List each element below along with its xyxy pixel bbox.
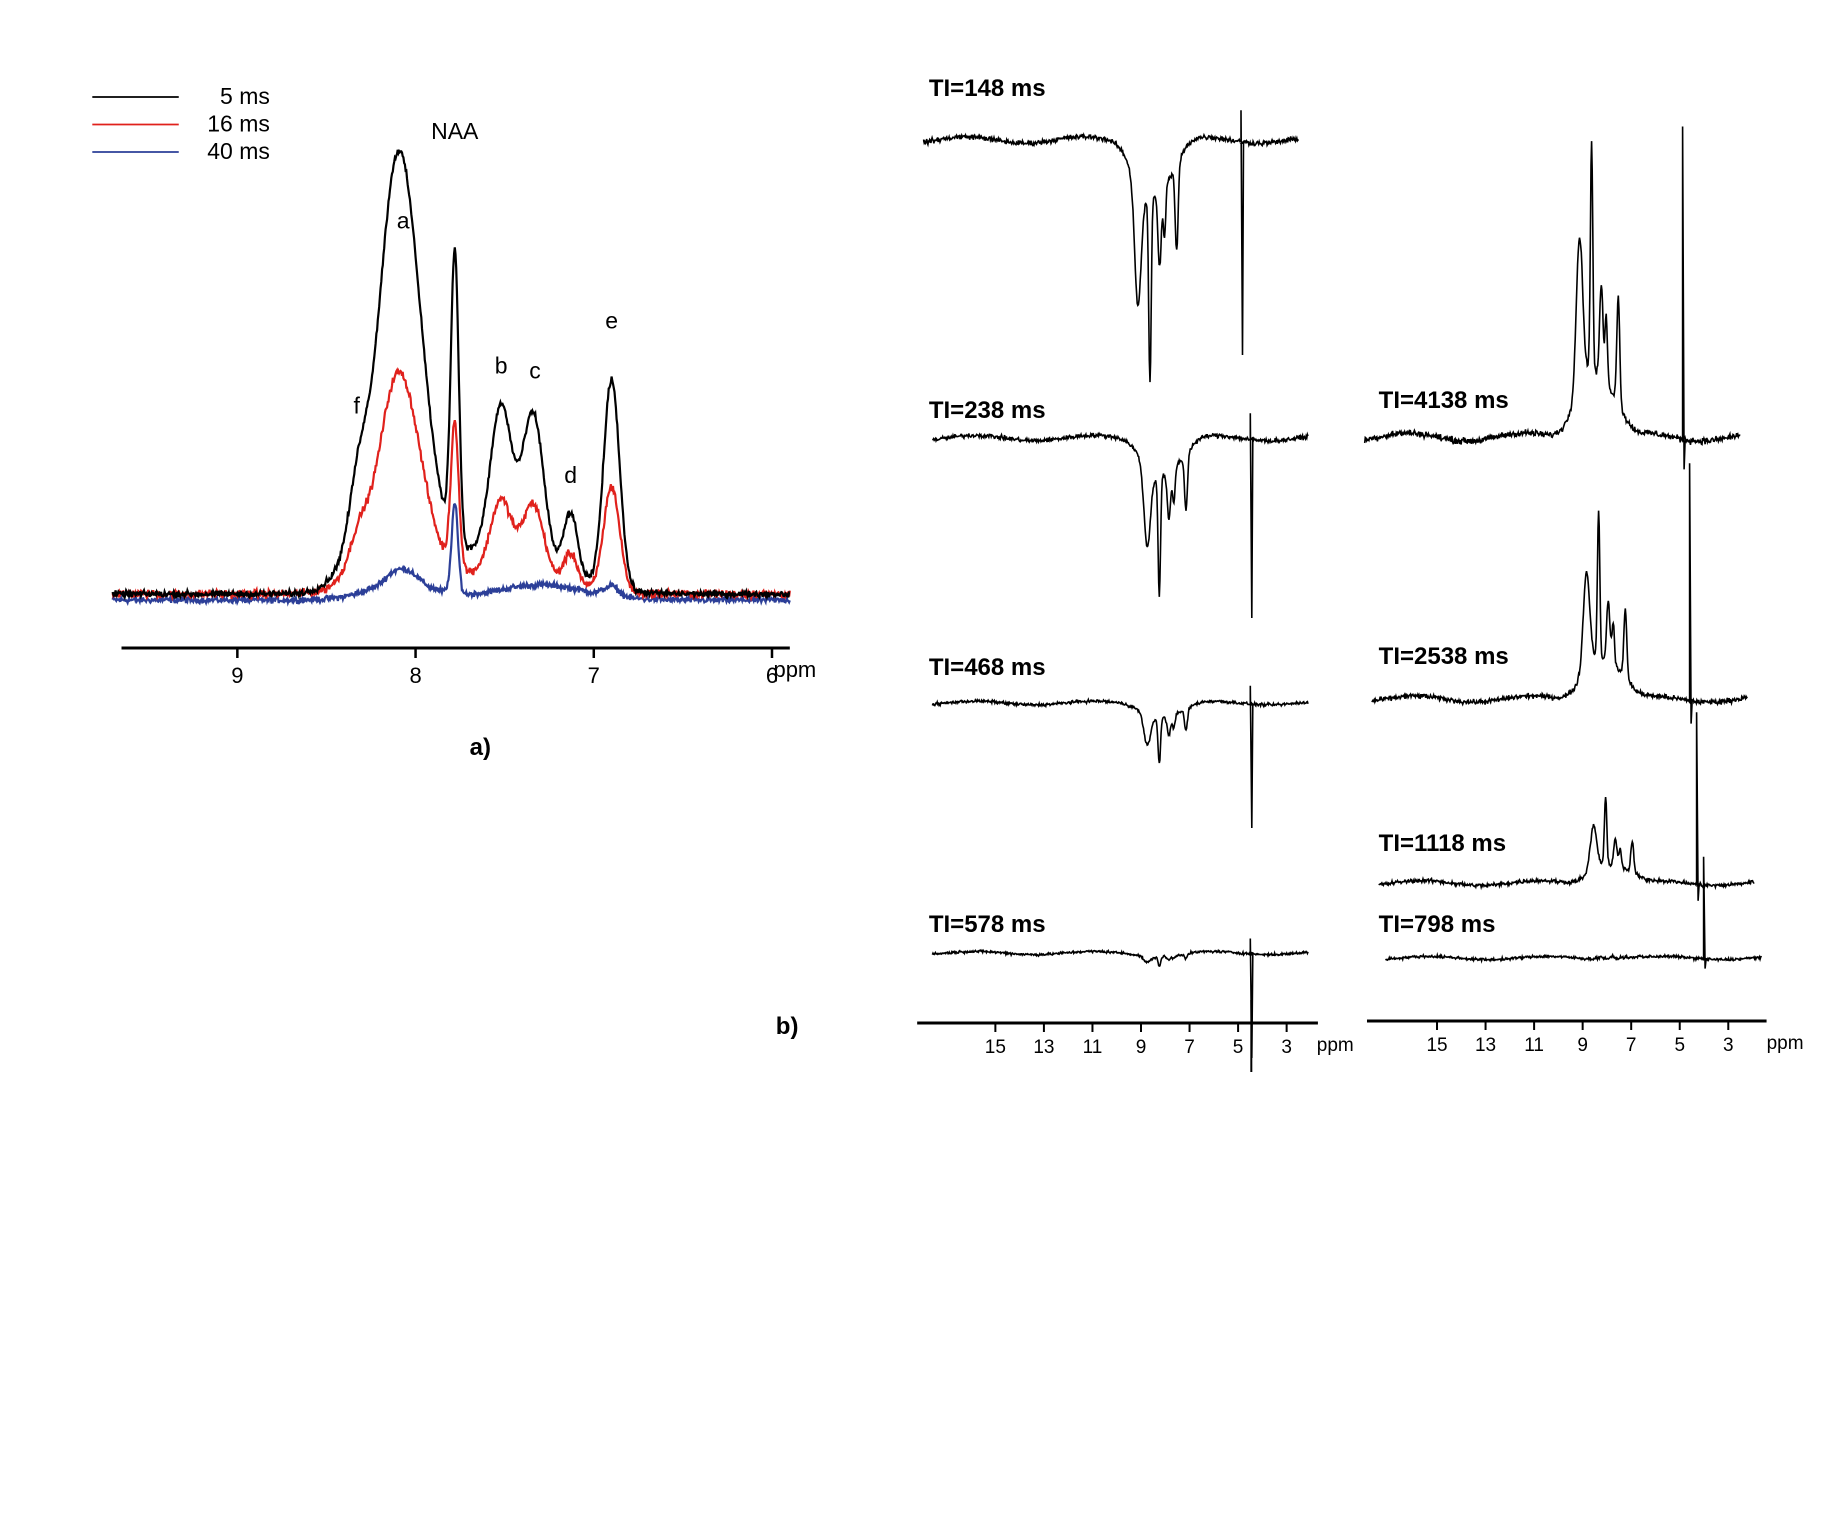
peak-label-c: c — [529, 357, 541, 383]
trace-ti-4138-ms — [1363, 126, 1741, 470]
trace-ti-1118-ms — [1378, 712, 1755, 901]
panel-b-label: b) — [776, 1013, 799, 1040]
tick-label-9: 9 — [231, 663, 243, 688]
b-left-tick-label-11: 11 — [1083, 1037, 1103, 1058]
legend-label-16-ms: 16 ms — [207, 111, 270, 137]
peak-label-f: f — [354, 392, 361, 418]
ti-label-ti-2538-ms: TI=2538 ms — [1379, 643, 1509, 670]
panel-a-x-label: ppm — [773, 657, 816, 682]
ti-label-ti-148-ms: TI=148 ms — [929, 75, 1046, 102]
legend-label-40-ms: 40 ms — [207, 138, 270, 164]
tick-label-8: 8 — [409, 663, 421, 688]
b-right-tick-label-7: 7 — [1626, 1035, 1637, 1056]
b-left-tick-label-5: 5 — [1233, 1037, 1244, 1058]
series-line-40-ms — [111, 502, 791, 607]
b-left-tick-label-7: 7 — [1184, 1037, 1195, 1058]
trace-ti-148-ms — [922, 110, 1300, 383]
b-right-tick-label-3: 3 — [1723, 1035, 1734, 1056]
ti-label-ti-798-ms: TI=798 ms — [1379, 911, 1496, 938]
ti-label-ti-4138-ms: TI=4138 ms — [1379, 387, 1509, 414]
b-right-x-label: ppm — [1767, 1033, 1804, 1054]
b-left-tick-label-3: 3 — [1281, 1037, 1292, 1058]
panel-a-ticks: 9 8 7 6 — [231, 648, 778, 688]
tick-label-7: 7 — [588, 663, 600, 688]
b-left-tick-label-15: 15 — [985, 1037, 1006, 1058]
peak-label-b: b — [495, 352, 508, 378]
trace-ti-2538-ms — [1371, 463, 1748, 724]
peak-labels: f a NAA b c d e — [354, 118, 618, 488]
series-line-5-ms — [111, 148, 791, 601]
ti-label-ti-238-ms: TI=238 ms — [929, 397, 1046, 424]
trace-ti-798-ms — [1385, 856, 1763, 969]
panel-a-label: a) — [470, 734, 491, 761]
panel-a-traces — [111, 148, 791, 607]
series-line-16-ms — [111, 366, 791, 603]
peak-label-naa: NAA — [431, 118, 479, 144]
b-right-tick-label-15: 15 — [1426, 1035, 1447, 1056]
b-right-tick-label-13: 13 — [1475, 1035, 1496, 1056]
panel-b: TI=148 ms TI=238 ms TI=468 ms TI=578 ms TI=4… — [776, 75, 1804, 1072]
b-right-tick-label-11: 11 — [1524, 1035, 1544, 1056]
b-right-tick-label-9: 9 — [1577, 1035, 1588, 1056]
ti-label-ti-468-ms: TI=468 ms — [929, 654, 1046, 681]
trace-ti-238-ms — [931, 413, 1309, 619]
panel-b-axes: 15 13 11 9 7 5 3 ppm 15 13 11 9 7 5 3 ppm — [917, 1000, 1804, 1072]
b-left-x-label: ppm — [1317, 1035, 1354, 1056]
peak-label-d: d — [564, 462, 577, 488]
trace-ti-468-ms — [931, 685, 1309, 829]
trace-ti-578-ms — [931, 938, 1309, 1059]
ti-labels: TI=148 ms TI=238 ms TI=468 ms TI=578 ms TI=4… — [929, 75, 1509, 938]
legend-label-5-ms: 5 ms — [220, 83, 270, 109]
peak-label-e: e — [605, 308, 618, 334]
tick-label-6: 6 — [766, 663, 778, 688]
panel-b-traces — [922, 110, 1763, 1059]
b-left-tick-label-9: 9 — [1136, 1037, 1147, 1058]
ti-label-ti-578-ms: TI=578 ms — [929, 911, 1046, 938]
peak-label-a: a — [397, 208, 410, 234]
b-right-tick-label-5: 5 — [1674, 1035, 1685, 1056]
b-left-tick-label-13: 13 — [1033, 1037, 1054, 1058]
ti-label-ti-1118-ms: TI=1118 ms — [1379, 830, 1506, 857]
